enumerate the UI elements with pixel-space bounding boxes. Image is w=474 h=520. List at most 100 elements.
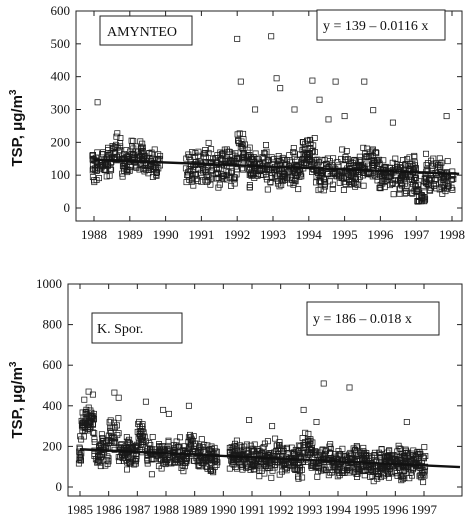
bottom-data-point [398, 456, 405, 463]
top-outlier-point [268, 33, 275, 40]
top-data-point [129, 143, 135, 150]
top-outlier-point [341, 113, 348, 120]
top-data-point [356, 157, 363, 164]
bottom-outlier-point [269, 423, 276, 430]
top-outlier-point [443, 113, 450, 120]
top-data-point [99, 151, 106, 158]
top-data-point [208, 146, 215, 153]
top-data-point [198, 162, 205, 169]
bottom-scatter-points [75, 380, 429, 486]
top-data-point [264, 186, 271, 193]
top-data-point [202, 167, 209, 174]
top-y-tick-label: 500 [51, 36, 71, 51]
top-equation-box-border [316, 9, 446, 41]
bottom-data-point [322, 447, 329, 454]
bottom-data-point [123, 456, 130, 463]
bottom-data-point [280, 448, 287, 455]
bottom-data-point [352, 446, 359, 453]
top-data-point [408, 184, 415, 191]
top-data-point [313, 179, 319, 186]
top-data-point [216, 165, 223, 172]
bottom-data-point [196, 444, 203, 451]
bottom-x-tick-label: 1994 [325, 502, 352, 517]
bottom-data-point [243, 447, 250, 454]
bottom-data-point [201, 441, 208, 448]
top-x-tick-label: 1991 [188, 227, 214, 242]
top-data-point [273, 175, 279, 182]
top-data-point [268, 154, 275, 161]
bottom-data-point [100, 438, 107, 444]
bottom-data-point [249, 448, 255, 455]
top-data-point [262, 171, 269, 178]
top-data-point [201, 150, 208, 157]
bottom-data-point [214, 459, 221, 466]
bottom-data-point [399, 476, 406, 483]
top-data-point [259, 154, 266, 161]
top-data-point [200, 168, 207, 175]
bottom-data-point [289, 463, 296, 470]
top-station-box-border [99, 15, 193, 46]
top-data-point [195, 148, 202, 155]
top-data-point [232, 174, 239, 181]
top-data-point [251, 175, 258, 181]
top-ylabel: TSP, μg/m3 [8, 89, 26, 166]
bottom-data-point [174, 456, 181, 463]
top-data-point [352, 175, 359, 182]
top-scatter-points [89, 33, 457, 205]
bottom-data-point [351, 447, 358, 454]
bottom-data-point [77, 457, 84, 464]
top-data-point [127, 162, 134, 169]
top-data-point [403, 187, 410, 194]
bottom-data-point [266, 459, 273, 466]
bottom-outlier-point [85, 388, 92, 395]
bottom-data-point [207, 468, 214, 474]
top-data-point [153, 171, 160, 178]
top-data-point [411, 154, 418, 161]
top-data-point [249, 171, 256, 178]
bottom-data-point [87, 412, 94, 419]
top-data-point [93, 167, 100, 174]
bottom-data-point [241, 459, 248, 466]
top-data-point [335, 173, 342, 180]
bottom-data-point [108, 429, 115, 436]
top-data-point [388, 180, 395, 187]
bottom-station-box-border [91, 312, 183, 344]
bottom-data-point [360, 448, 367, 454]
top-data-point [239, 142, 246, 149]
top-outlier-point [291, 106, 298, 113]
top-data-point [145, 170, 152, 177]
bottom-x-tick-label: 1991 [239, 502, 265, 517]
top-outlier-point [389, 119, 396, 126]
bottom-data-point [136, 418, 143, 425]
top-data-point [340, 187, 347, 193]
top-outlier-point [332, 78, 339, 85]
bottom-data-point [82, 419, 89, 426]
bottom-data-point [301, 450, 308, 457]
top-outlier-point [361, 78, 368, 85]
top-data-point [130, 152, 137, 159]
bottom-data-point [103, 437, 110, 444]
top-data-point [230, 176, 237, 183]
top-data-point [398, 175, 404, 182]
top-data-point [128, 137, 135, 144]
top-data-point [415, 187, 422, 194]
bottom-data-point [208, 467, 215, 474]
top-data-point [363, 160, 370, 167]
bottom-data-point [118, 441, 125, 448]
bottom-data-point [164, 456, 171, 463]
bottom-y-tick-label: 200 [43, 438, 63, 453]
top-data-point [254, 172, 261, 179]
bottom-data-point [135, 439, 142, 446]
top-data-point [276, 183, 283, 190]
top-x-tick-label: 1997 [403, 227, 430, 242]
bottom-data-point [394, 448, 401, 455]
top-plot-frame [75, 10, 463, 222]
bottom-data-point [384, 452, 391, 459]
top-data-point [311, 135, 318, 141]
bottom-data-point [276, 442, 282, 449]
top-data-point [105, 144, 111, 151]
bottom-x-tick-label: 1995 [354, 502, 380, 517]
top-data-point [290, 149, 297, 156]
bottom-data-point [284, 464, 291, 471]
